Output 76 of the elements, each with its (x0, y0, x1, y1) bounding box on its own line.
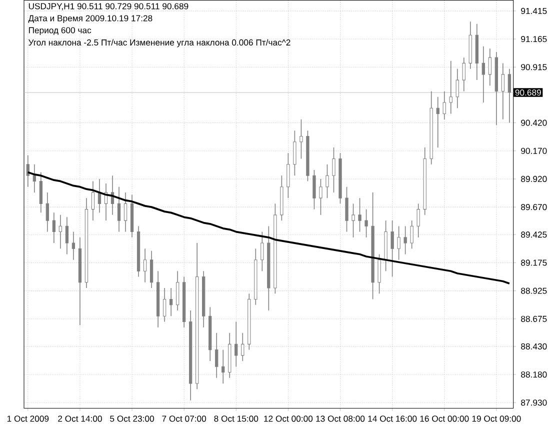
y-tick-label: 91.415 (521, 8, 547, 14)
candlestick (52, 212, 56, 244)
candlestick (58, 214, 62, 249)
ref-line-label: 90.689 (515, 89, 541, 96)
candlestick (241, 332, 244, 362)
candlestick (442, 90, 446, 120)
annotation: Дата и Время 2009.10.19 17:28 (28, 15, 152, 23)
candlestick (312, 170, 316, 210)
candlestick (404, 226, 407, 255)
candlestick (300, 118, 303, 160)
candlestick (286, 152, 290, 198)
candlestick (124, 192, 128, 232)
x-tick-label: 5 Oct 23:00 (110, 416, 154, 422)
candlestick (39, 172, 42, 214)
x-tick-label: 16 Oct 00:00 (420, 416, 469, 422)
x-tick-label: 8 Oct 15:00 (214, 416, 258, 422)
x-tick-label: 19 Oct 09:00 (472, 416, 521, 422)
candlestick (332, 147, 336, 193)
candlestick (482, 46, 485, 103)
candlestick (488, 48, 492, 86)
candlestick (397, 226, 400, 260)
candlestick (162, 288, 166, 322)
annotation: Угол наклона -2.5 Пт/час Изменение угла наклона 0.006 Пт/час^2 (28, 39, 290, 48)
candlestick (364, 208, 368, 238)
candlestick (345, 186, 348, 232)
x-tick-label: 13 Oct 08:00 (316, 416, 365, 422)
candlestick (260, 231, 264, 272)
y-tick-label: 89.920 (521, 176, 547, 182)
candlestick (462, 57, 466, 92)
candlestick (91, 180, 95, 221)
x-tick-label: 7 Oct 07:00 (162, 416, 206, 422)
candlestick (410, 220, 414, 249)
candlestick (326, 164, 329, 198)
y-tick-label: 90.915 (521, 64, 547, 70)
candlestick (449, 60, 452, 114)
candlestick (436, 96, 440, 148)
x-tick-label: 12 Oct 00:00 (264, 416, 313, 422)
candlestick (456, 68, 459, 108)
candlestick (169, 288, 173, 316)
x-tick-label: 2 Oct 14:00 (58, 416, 102, 422)
candlestick (65, 216, 69, 255)
y-tick-label: 89.425 (521, 231, 547, 238)
candlestick (378, 254, 381, 294)
candlestick (319, 178, 322, 216)
x-tick-label: 1 Oct 2009 (7, 416, 49, 422)
chart-title: USDJPY,H1 90.511 90.729 90.511 90.689 (28, 3, 188, 10)
y-tick-label: 88.180 (521, 371, 547, 378)
candlestick (222, 349, 225, 384)
candlestick (26, 154, 30, 188)
x-tick-label: 14 Oct 16:00 (368, 416, 417, 422)
y-tick-label: 89.175 (521, 260, 547, 266)
y-tick-label: 88.925 (521, 288, 547, 294)
y-tick-label: 90.170 (521, 148, 547, 154)
candlestick (46, 192, 49, 232)
candlestick (390, 220, 394, 278)
y-tick-label: 91.165 (521, 36, 547, 42)
candlestick (501, 62, 504, 120)
candlestick (176, 270, 180, 311)
candlestick (293, 130, 296, 176)
candlestick (358, 198, 362, 232)
y-tick-label: 88.675 (521, 316, 547, 322)
candlestick (143, 248, 147, 283)
y-tick-label: 87.930 (521, 400, 547, 406)
candlestick (416, 203, 420, 238)
candlestick (508, 68, 512, 124)
candlestick (72, 231, 76, 260)
y-tick-label: 89.670 (521, 204, 547, 210)
candlestick (150, 250, 154, 288)
y-tick-label: 88.430 (521, 343, 547, 350)
candlestick (352, 203, 355, 238)
candlestick (32, 164, 36, 193)
candlestick (215, 332, 218, 378)
candlestick (117, 186, 121, 232)
y-tick-label: 90.420 (521, 120, 547, 126)
annotation: Период 600 час (28, 27, 92, 35)
candlestick (234, 321, 238, 368)
